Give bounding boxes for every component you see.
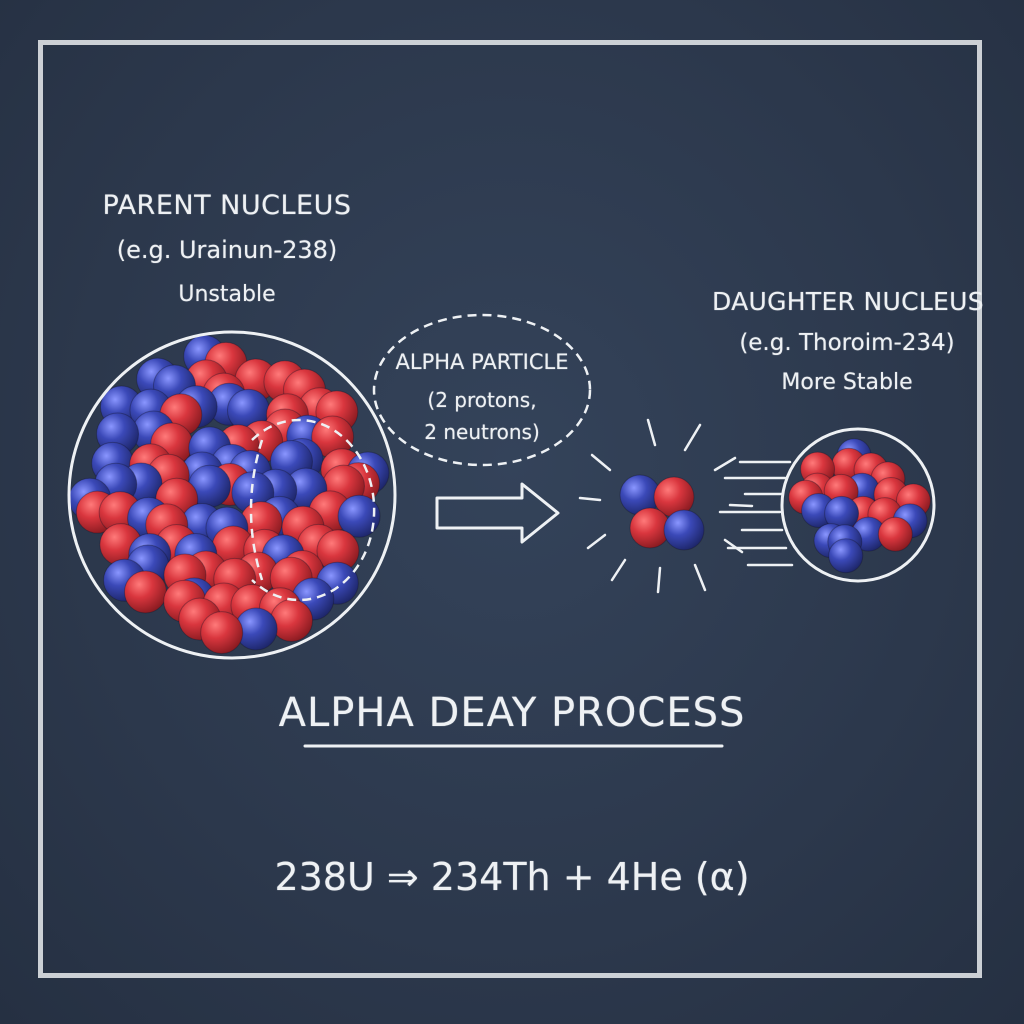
- alpha-line2: 2 neutrons): [424, 420, 540, 444]
- proton: [200, 611, 244, 655]
- alpha-cluster-highlight: [251, 418, 376, 602]
- motion-lines: [718, 460, 794, 567]
- chalk-frame: [38, 40, 982, 978]
- proton: [270, 599, 314, 643]
- emission-rays: [578, 418, 754, 594]
- parent-state: Unstable: [178, 282, 276, 307]
- alpha-title: ALPHA PARTICLE: [395, 350, 569, 374]
- alpha-label-bubble: [372, 313, 592, 467]
- parent-nucleus-outline: [67, 330, 397, 660]
- alpha-line1: (2 protons,: [427, 388, 537, 412]
- daughter-state: More Stable: [781, 370, 913, 395]
- neutron: [337, 494, 381, 538]
- neutron: [828, 538, 864, 574]
- proton: [124, 570, 168, 614]
- daughter-example: (e.g. Thoroim-234): [739, 330, 955, 356]
- proton: [877, 516, 913, 552]
- daughter-title: DAUGHTER NUCLEUS: [712, 287, 984, 316]
- parent-nucleus-particles: [68, 334, 390, 655]
- neutron: [663, 509, 705, 551]
- daughter-nucleus-outline: [780, 427, 936, 583]
- process-title: ALPHA DEAY PROCESS: [278, 690, 746, 736]
- alpha-particle: [619, 474, 705, 551]
- parent-title: PARENT NUCLEUS: [102, 190, 352, 221]
- parent-example: (e.g. Urainun-238): [116, 236, 338, 264]
- decay-equation: 238U ⇒ 234Th + 4He (α): [274, 855, 750, 899]
- decay-arrow: [435, 482, 560, 544]
- daughter-nucleus-particles: [788, 438, 931, 574]
- alpha-cluster-highlight-inner: [249, 439, 264, 581]
